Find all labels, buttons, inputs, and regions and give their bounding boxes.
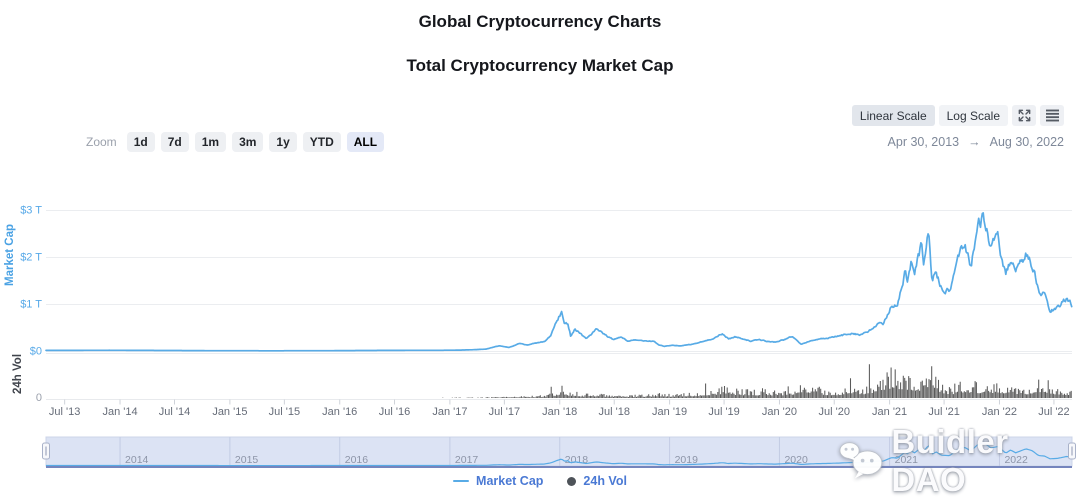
navigator-year-label: 2014 [125,454,149,466]
log-scale-button[interactable]: Log Scale [938,105,1008,126]
legend-label-market-cap: Market Cap [476,474,544,488]
legend-item-24h-vol[interactable]: 24h Vol [567,474,627,488]
date-range-end[interactable]: Aug 30, 2022 [989,135,1064,149]
zoom-option-ytd[interactable]: YTD [302,132,341,152]
chart-subtitle: Total Cryptocurrency Market Cap [406,56,674,75]
x-tick-label: Jul '16 [379,406,410,418]
menu-icon [1045,109,1059,122]
x-tick-label: Jan '14 [102,406,137,418]
fullscreen-button[interactable] [1012,105,1036,126]
navigator-series [46,441,1072,467]
navigator-background[interactable] [45,436,1073,467]
x-tick-label: Jul '21 [928,406,959,418]
x-tick-label: Jan '21 [872,406,907,418]
x-tick-label: Jan '16 [322,406,357,418]
x-tick-label: Jul '14 [159,406,190,418]
market-cap-tick-label: $3 T [20,205,42,217]
zoom-option-1d[interactable]: 1d [126,132,155,152]
legend: Market Cap 24h Vol [0,474,1080,488]
navigator-year-label: 2017 [455,454,479,466]
x-tick-label: Jan '15 [212,406,247,418]
grid: $0 $1 T $2 T $3 T 0 Jul '13 Jan '14 Jul '14 Jan … [20,205,1072,418]
volume-bars-series[interactable] [442,364,1072,398]
x-tick-label: Jul '13 [49,406,80,418]
scale-toggle: Linear Scale Log Scale [851,105,1064,126]
x-tick-label: Jan '17 [432,406,467,418]
chart-context-menu-button[interactable] [1040,105,1064,126]
navigator-year-label: 2021 [895,454,919,466]
navigator-year-label: 2015 [235,454,259,466]
navigator-bottom-border [46,466,1072,468]
market-cap-tick-label: $1 T [20,299,42,311]
x-tick-label: Jan '22 [982,406,1017,418]
zoom-option-1y[interactable]: 1y [269,132,297,152]
x-tick-label: Jul '19 [708,406,739,418]
volume-tick-label: 0 [36,392,42,404]
x-tick-label: Jul '18 [599,406,630,418]
x-tick-label: Jul '22 [1038,406,1069,418]
x-tick-label: Jan '18 [542,406,577,418]
zoom-option-all[interactable]: ALL [346,132,385,152]
navigator-year-label: 2022 [1004,454,1028,466]
legend-label-24h-vol: 24h Vol [583,474,627,488]
x-tick-label: Jul '15 [269,406,300,418]
zoom-option-7d[interactable]: 7d [160,132,189,152]
page-title: Global Cryptocurrency Charts [418,12,662,31]
legend-item-market-cap[interactable]: Market Cap [453,474,543,488]
x-tick-label: Jul '17 [489,406,520,418]
arrow-right-icon: → [968,135,981,149]
navigator-year-label: 2016 [345,454,369,466]
line-swatch-icon [453,480,470,482]
zoom-option-3m[interactable]: 3m [232,132,264,152]
date-range: Apr 30, 2013 → Aug 30, 2022 [888,135,1064,149]
x-tick-label: Jan '19 [652,406,687,418]
zoom-controls: Zoom 1d 7d 1m 3m 1y YTD ALL [86,132,385,152]
fullscreen-icon [1018,109,1030,122]
market-cap-series[interactable] [45,212,1073,352]
zoom-buttons: 1d 7d 1m 3m 1y YTD ALL [126,132,385,152]
navigator-year-label: 2018 [565,454,589,466]
market-cap-tick-label: $2 T [20,252,42,264]
navigator-year-label: 2019 [675,454,699,466]
market-cap-tick-label: $0 [30,346,42,358]
x-tick-label: Jan '20 [762,406,797,418]
market-cap-axis-title: Market Cap [4,224,16,286]
x-tick-label: Jul '20 [819,406,850,418]
date-range-start[interactable]: Apr 30, 2013 [887,135,960,149]
zoom-option-1m[interactable]: 1m [194,132,227,152]
zoom-label: Zoom [86,135,117,149]
dot-swatch-icon [567,476,577,486]
volume-axis-title: 24h Vol [12,354,24,394]
linear-scale-button[interactable]: Linear Scale [851,105,935,126]
navigator[interactable]: 2014 2015 2016 2017 2018 2019 2020 2021 2022 [42,436,1076,468]
